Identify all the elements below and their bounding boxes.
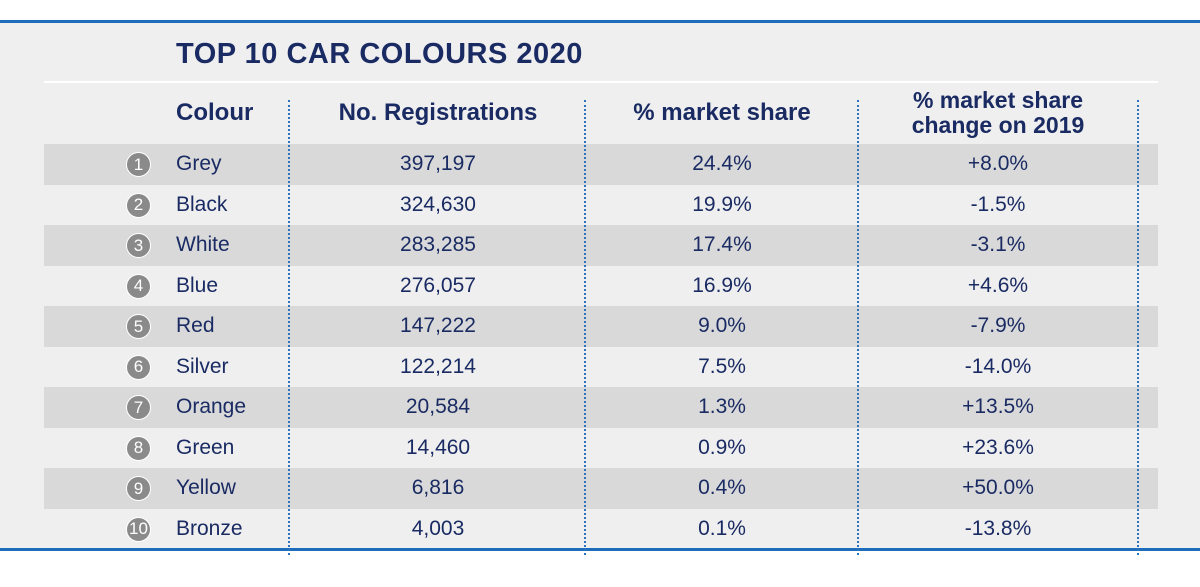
table-title: TOP 10 CAR COLOURS 2020 — [176, 38, 583, 70]
column-divider — [584, 100, 586, 555]
registrations-cell: 324,630 — [400, 192, 476, 216]
colour-cell: Grey — [176, 152, 222, 176]
registrations-cell: 20,584 — [405, 395, 471, 419]
registrations-cell: 276,057 — [400, 273, 476, 297]
table-row: 8 Green 14,460 0.9% +23.6% — [44, 428, 1158, 469]
table-header: Colour No. Registrations % market share … — [0, 83, 1200, 142]
colour-cell: Orange — [176, 395, 247, 419]
share-change-cell: +4.6% — [967, 273, 1029, 297]
rank-badge: 1 — [126, 152, 151, 177]
column-divider — [288, 100, 290, 555]
column-divider — [1137, 100, 1139, 555]
market-share-cell: 16.9% — [692, 273, 752, 297]
table-row: 5 Red 147,222 9.0% -7.9% — [44, 306, 1158, 347]
colour-cell: Silver — [176, 354, 229, 378]
registrations-cell: 14,460 — [405, 435, 471, 459]
market-share-cell: 19.9% — [692, 192, 752, 216]
rank-badge: 8 — [126, 435, 151, 461]
registrations-cell: 397,197 — [400, 152, 476, 176]
registrations-cell: 147,222 — [400, 314, 476, 338]
table-body: 1 Grey 397,197 24.4% +8.0% 2 Black 324,6… — [44, 144, 1158, 549]
share-change-cell: -7.9% — [970, 314, 1026, 338]
share-change-cell: -14.0% — [964, 354, 1032, 378]
table-row: 7 Orange 20,584 1.3% +13.5% — [44, 387, 1158, 428]
table-row: 6 Silver 122,214 7.5% -14.0% — [44, 347, 1158, 388]
market-share-cell: 17.4% — [692, 233, 752, 257]
title-divider — [44, 81, 1158, 83]
share-change-cell: -13.8% — [964, 516, 1032, 540]
rank-badge: 2 — [126, 192, 151, 218]
registrations-cell: 283,285 — [400, 233, 476, 257]
market-share-cell: 0.4% — [698, 476, 746, 500]
share-change-cell: +23.6% — [962, 435, 1034, 459]
colour-cell: Yellow — [176, 476, 236, 500]
table-row: 9 Yellow 6,816 0.4% +50.0% — [44, 468, 1158, 509]
market-share-cell: 9.0% — [698, 314, 746, 338]
rank-badge: 6 — [126, 354, 151, 380]
rank-badge: 7 — [126, 395, 151, 420]
header-share-change: % market share change on 2019 — [858, 83, 1138, 142]
market-share-cell: 0.1% — [698, 516, 746, 540]
registrations-cell: 6,816 — [411, 476, 465, 500]
market-share-cell: 7.5% — [698, 354, 746, 378]
share-change-cell: -3.1% — [970, 233, 1026, 257]
colour-cell: White — [176, 233, 230, 257]
share-change-cell: +8.0% — [967, 152, 1029, 176]
header-share-change-line2: change on 2019 — [911, 111, 1085, 138]
rank-badge: 3 — [126, 233, 151, 258]
rank-badge: 4 — [126, 273, 151, 299]
share-change-cell: +50.0% — [962, 476, 1034, 500]
header-registrations: No. Registrations — [338, 99, 538, 126]
rank-badge: 5 — [126, 314, 151, 339]
header-colour: Colour — [176, 99, 254, 126]
market-share-cell: 24.4% — [692, 152, 752, 176]
table-row: 10 Bronze 4,003 0.1% -13.8% — [44, 509, 1158, 550]
rank-badge: 9 — [126, 476, 151, 501]
table-row: 3 White 283,285 17.4% -3.1% — [44, 225, 1158, 266]
column-divider — [857, 100, 859, 555]
table-panel: TOP 10 CAR COLOURS 2020 Colour No. Regis… — [0, 20, 1200, 555]
market-share-cell: 0.9% — [698, 435, 746, 459]
colour-cell: Green — [176, 435, 235, 459]
colour-cell: Red — [176, 314, 215, 338]
registrations-cell: 4,003 — [411, 516, 465, 540]
table-row: 1 Grey 397,197 24.4% +8.0% — [44, 144, 1158, 185]
table-row: 2 Black 324,630 19.9% -1.5% — [44, 185, 1158, 226]
header-share-change-line1: % market share — [912, 86, 1084, 113]
colour-cell: Bronze — [176, 516, 243, 540]
rank-badge: 10 — [126, 516, 151, 542]
market-share-cell: 1.3% — [698, 395, 746, 419]
table-row: 4 Blue 276,057 16.9% +4.6% — [44, 266, 1158, 307]
header-market-share: % market share — [633, 99, 811, 126]
registrations-cell: 122,214 — [400, 354, 476, 378]
colour-cell: Black — [176, 192, 228, 216]
share-change-cell: +13.5% — [962, 395, 1034, 419]
colour-cell: Blue — [176, 273, 219, 297]
share-change-cell: -1.5% — [970, 192, 1026, 216]
